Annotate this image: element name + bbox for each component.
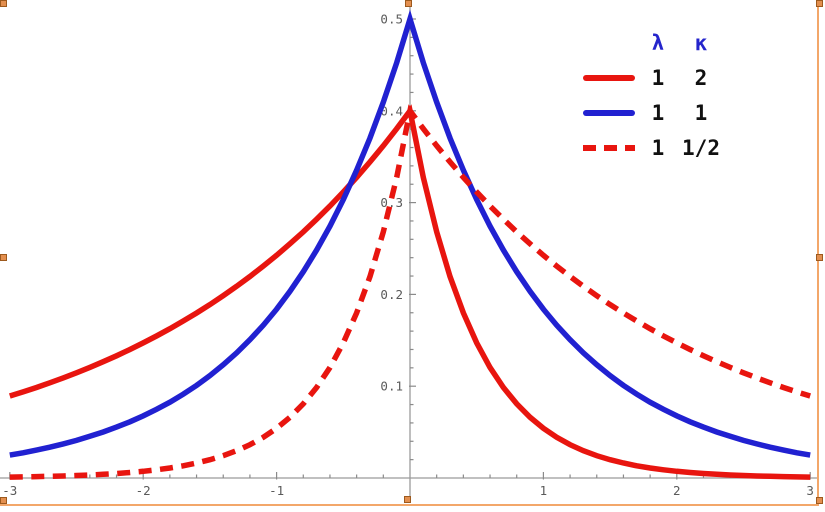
- y-tick-label: 0.1: [380, 379, 403, 394]
- legend-row-blue-solid: 1 1: [580, 95, 724, 130]
- legend-header-kappa: κ: [694, 30, 708, 55]
- selection-handle-bottom-right[interactable]: [816, 497, 823, 504]
- axes: [0, 0, 819, 503]
- y-tick-label: 0.3: [380, 195, 403, 210]
- plot-legend: λ κ 1 2 1 1 1 1/2: [580, 25, 724, 165]
- y-tick-label: 0.5: [380, 12, 403, 27]
- legend-value-lambda-3: 1: [651, 135, 665, 160]
- selection-frame-right: [817, 0, 819, 506]
- tick-marks: [9, 18, 811, 480]
- y-tick-label: 0.2: [380, 287, 403, 302]
- legend-header-row: λ κ: [580, 25, 724, 60]
- legend-swatch-red-dashed-line: [583, 144, 635, 151]
- y-tick-label: 0.4: [380, 103, 403, 118]
- legend-header-lambda: λ: [651, 30, 665, 55]
- selection-handle-middle-right[interactable]: [816, 254, 823, 261]
- legend-row-red-dashed: 1 1/2: [580, 130, 724, 165]
- legend-value-lambda-2: 1: [651, 100, 665, 125]
- selection-handle-top-left[interactable]: [0, 0, 7, 7]
- x-tick-label: -2: [136, 483, 151, 498]
- curve-lambda-1-kappa-half: [9, 104, 812, 480]
- x-tick-label: -3: [2, 483, 17, 498]
- legend-swatch-blue-solid-line: [583, 109, 635, 116]
- x-tick-label: 2: [673, 483, 681, 498]
- legend-swatch-red-solid-line: [583, 74, 635, 81]
- legend-value-kappa-2: 1: [694, 100, 708, 125]
- legend-value-kappa-3: 1/2: [682, 135, 720, 160]
- legend-value-kappa-1: 2: [694, 65, 708, 90]
- x-tick-label: -1: [269, 483, 284, 498]
- legend-value-lambda-1: 1: [651, 65, 665, 90]
- x-tick-label: 1: [540, 483, 548, 498]
- curve-lambda-1-kappa-1: [9, 9, 811, 458]
- tick-labels: -3 -2 -1 1 2 3 0.1 0.2 0.3 0.4 0.5: [2, 12, 814, 499]
- selection-handle-middle-left[interactable]: [0, 254, 7, 261]
- selection-handle-top-right[interactable]: [816, 0, 823, 7]
- selection-handle-top-center[interactable]: [405, 0, 412, 7]
- selection-handle-bottom-left[interactable]: [0, 497, 7, 504]
- selection-frame-bottom: [0, 504, 819, 506]
- legend-row-red-solid: 1 2: [580, 60, 724, 95]
- selection-handle-bottom-center[interactable]: [404, 496, 411, 503]
- x-tick-label: 3: [806, 483, 814, 498]
